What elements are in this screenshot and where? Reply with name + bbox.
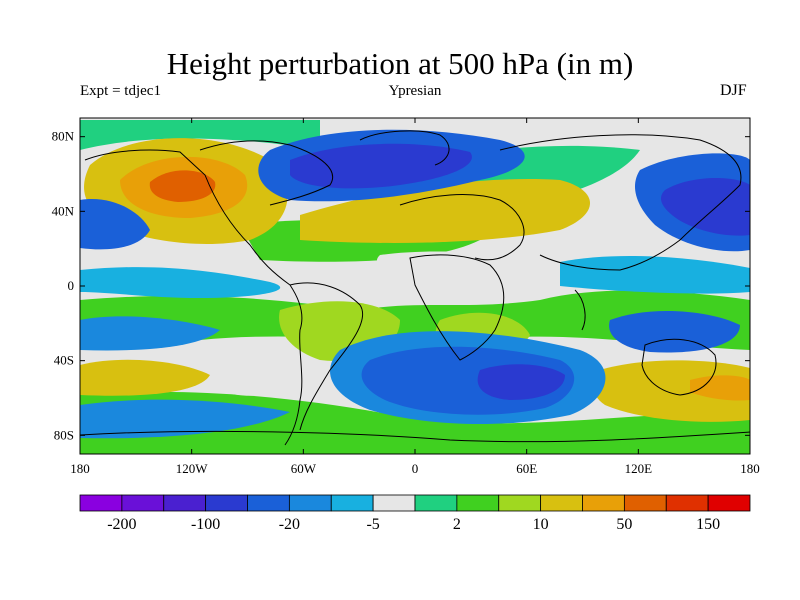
colorbar-swatch xyxy=(665,494,709,512)
coastline-madagascar xyxy=(574,289,586,331)
colorbar-swatch xyxy=(498,494,542,512)
colorbar-swatch xyxy=(288,494,332,512)
green-band-north xyxy=(80,120,320,150)
coastline-north-america xyxy=(199,140,333,206)
ridge-core-australia xyxy=(690,375,750,401)
green-band-tropics xyxy=(80,290,750,350)
colorbar-label: -200 xyxy=(107,516,136,533)
lat-tick-label: 40N xyxy=(52,203,75,218)
contour-field xyxy=(80,118,750,454)
colorbar-label: 2 xyxy=(453,516,461,533)
lon-tick-label: 120W xyxy=(176,461,209,476)
ridge-australia xyxy=(593,360,750,422)
trough-core-north-atlantic xyxy=(290,143,472,189)
experiment-label: Expt = tdjec1 xyxy=(80,83,161,99)
trough-west-pacific xyxy=(80,199,150,250)
latitude-ticks: 80N 40N 0 40S 80S xyxy=(52,129,750,442)
coastline-asia xyxy=(499,134,742,271)
colorbar-swatch xyxy=(540,494,583,512)
colorbar-swatch xyxy=(163,494,207,512)
colorbar-label: -100 xyxy=(191,516,220,533)
cyan-belt-pacific xyxy=(80,267,281,298)
lat-tick-label: 80N xyxy=(52,129,75,144)
coastline-australia xyxy=(641,338,717,396)
colorbar-swatch xyxy=(623,494,667,512)
season-label: DJF xyxy=(720,82,747,99)
lat-tick-label: 40S xyxy=(54,353,74,368)
colorbar-swatch xyxy=(121,494,165,512)
coastline-greenland xyxy=(359,130,450,166)
coastline-americas xyxy=(84,149,303,446)
colorbar-swatch xyxy=(205,494,248,512)
lon-tick-label: 0 xyxy=(412,461,419,476)
coastline-europe xyxy=(399,194,525,261)
period-label: Ypresian xyxy=(388,83,442,99)
colorbar-swatch xyxy=(456,494,500,512)
coastline-africa xyxy=(409,254,505,361)
neutral-gap-south xyxy=(220,364,290,396)
lon-tick-label: 60W xyxy=(291,461,317,476)
colorbar-label: 50 xyxy=(616,516,632,533)
colorbar-swatch xyxy=(79,494,123,512)
colorbar-swatch xyxy=(414,494,458,512)
lon-tick-label: 60E xyxy=(516,461,537,476)
lon-tick-label: 180 xyxy=(70,461,90,476)
lat-tick-label: 80S xyxy=(54,427,74,442)
trough-core-south-indian xyxy=(477,364,565,400)
trough-southeast-pacific xyxy=(80,316,220,351)
coastline-antarctica xyxy=(80,430,750,443)
ridge-max-pacific xyxy=(149,170,216,202)
colorbar-label: 10 xyxy=(533,516,549,533)
lon-tick-label: 120E xyxy=(625,461,653,476)
trough-core-east-asia xyxy=(660,178,750,236)
coastline-south-america xyxy=(289,282,364,431)
lat-tick-label: 0 xyxy=(68,278,75,293)
colorbar-label: -5 xyxy=(366,516,379,533)
colorbar-swatch xyxy=(372,494,416,512)
longitude-ticks: 180 120W 60W 0 60E 120E 180 xyxy=(70,118,760,476)
coastlines xyxy=(80,130,750,446)
lon-tick-label: 180 xyxy=(740,461,760,476)
colorbar-swatch xyxy=(247,494,290,512)
colorbar-label: -20 xyxy=(279,516,300,533)
colorbar: -200 -100 -20 -5 2 10 50 150 xyxy=(79,494,751,533)
trough-southwest-pacific xyxy=(609,310,740,353)
colorbar-swatch xyxy=(330,494,374,512)
cyan-belt-indian xyxy=(560,255,750,294)
colorbar-swatch xyxy=(707,494,751,512)
ridge-south-pacific xyxy=(80,359,210,396)
blue-band-south-pacific xyxy=(80,399,290,439)
map-title: Height perturbation at 500 hPa (in m) xyxy=(166,46,634,81)
colorbar-label: 150 xyxy=(696,516,720,533)
colorbar-swatch xyxy=(582,494,625,512)
ridge-atlantic-europe xyxy=(300,179,590,243)
